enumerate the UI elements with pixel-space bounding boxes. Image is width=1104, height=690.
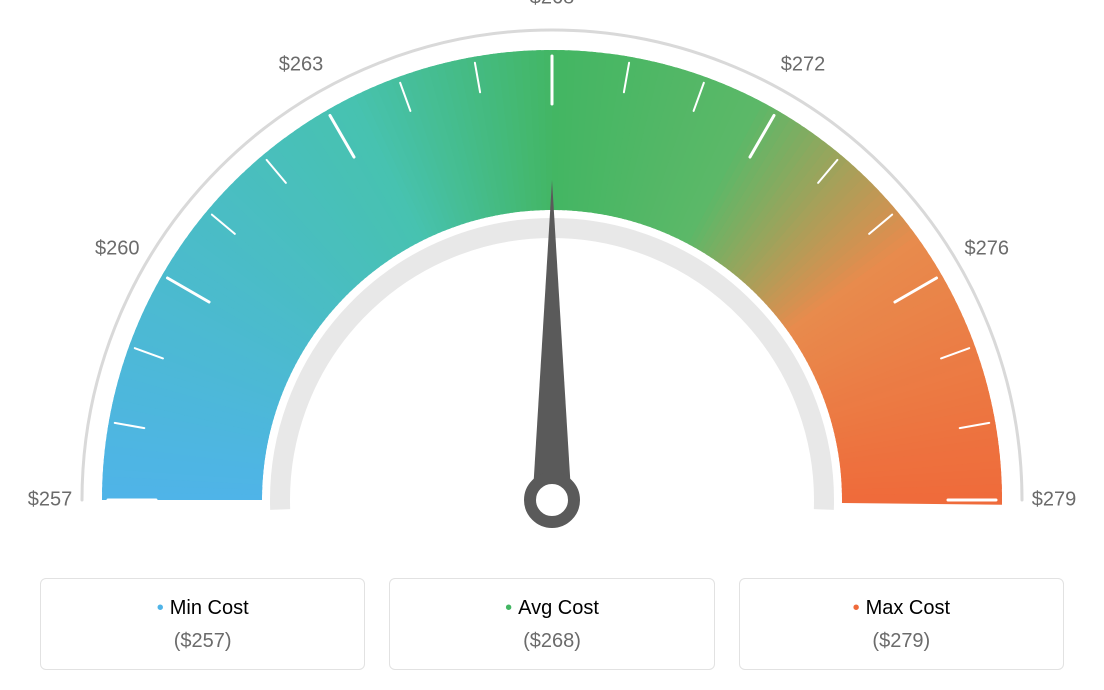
- dot-icon: •: [853, 597, 860, 619]
- gauge-tick-label: $279: [1032, 489, 1077, 512]
- dot-icon: •: [157, 597, 164, 619]
- gauge-chart: $257 $260 $263 $268 $272 $276 $279: [0, 0, 1104, 570]
- dot-icon: •: [505, 597, 512, 619]
- legend-min-title: • Min Cost: [51, 597, 354, 620]
- gauge-tick-label: $272: [781, 54, 826, 77]
- legend-avg-label: Avg Cost: [518, 597, 599, 619]
- legend-max-value: ($279): [750, 630, 1053, 653]
- legend-card-min: • Min Cost ($257): [40, 578, 365, 670]
- legend-avg-value: ($268): [400, 630, 703, 653]
- legend-max-label: Max Cost: [866, 597, 950, 619]
- legend-min-value: ($257): [51, 630, 354, 653]
- gauge-tick-label: $263: [279, 54, 324, 77]
- cost-gauge-widget: $257 $260 $263 $268 $272 $276 $279 • Min Cost (…: [0, 0, 1104, 690]
- gauge-tick-label: $257: [28, 489, 73, 512]
- gauge-tick-label: $260: [95, 238, 140, 261]
- legend-card-max: • Max Cost ($279): [739, 578, 1064, 670]
- legend-row: • Min Cost ($257) • Avg Cost ($268) • Max C…: [40, 578, 1064, 670]
- legend-min-label: Min Cost: [170, 597, 249, 619]
- gauge-tick-label: $268: [530, 0, 575, 10]
- legend-avg-title: • Avg Cost: [400, 597, 703, 620]
- legend-card-avg: • Avg Cost ($268): [389, 578, 714, 670]
- gauge-tick-label: $276: [964, 238, 1009, 261]
- legend-max-title: • Max Cost: [750, 597, 1053, 620]
